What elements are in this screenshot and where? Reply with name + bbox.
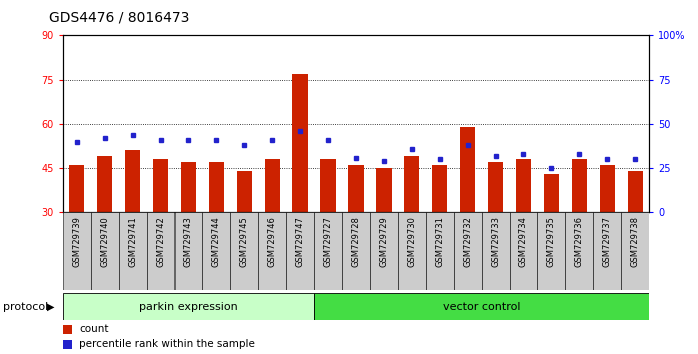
Bar [209,162,224,212]
Text: GSM729744: GSM729744 [212,216,221,267]
Bar [426,212,454,290]
Bar [202,212,230,290]
Text: GSM729738: GSM729738 [631,216,639,267]
Text: GSM729736: GSM729736 [575,216,584,267]
Text: GSM729737: GSM729737 [603,216,611,267]
Text: GSM729746: GSM729746 [268,216,276,267]
Text: GSM729727: GSM729727 [324,216,332,267]
Bar [181,162,196,212]
Bar [516,159,531,212]
Text: percentile rank within the sample: percentile rank within the sample [79,339,255,349]
Bar [237,171,252,212]
Bar [63,325,72,334]
Text: GSM729739: GSM729739 [73,216,81,267]
Bar [628,171,643,212]
Text: GSM729735: GSM729735 [547,216,556,267]
Text: GSM729732: GSM729732 [463,216,472,267]
Bar [69,165,84,212]
Bar [537,212,565,290]
Bar [119,212,147,290]
Bar [460,127,475,212]
Text: ▶: ▶ [47,302,54,312]
Text: GSM729740: GSM729740 [101,216,109,267]
Text: GSM729747: GSM729747 [296,216,304,267]
Bar [258,212,286,290]
Bar [265,159,280,212]
Bar [174,212,202,290]
Bar [600,165,615,212]
Bar [63,340,72,349]
Bar [230,212,258,290]
Bar [153,159,168,212]
Bar [510,212,537,290]
Bar [432,165,447,212]
Bar [320,159,336,212]
Bar [370,212,398,290]
Bar [488,162,503,212]
Text: GSM729734: GSM729734 [519,216,528,267]
Text: GSM729742: GSM729742 [156,216,165,267]
Text: GSM729741: GSM729741 [128,216,137,267]
Bar [621,212,649,290]
Text: GSM729728: GSM729728 [352,216,360,267]
Bar [398,212,426,290]
Bar [125,150,140,212]
Bar [63,212,91,290]
Bar [454,212,482,290]
Bar [286,212,314,290]
Bar [292,74,308,212]
Text: GSM729745: GSM729745 [240,216,248,267]
Bar [348,165,364,212]
Bar [482,212,510,290]
Bar [593,212,621,290]
Bar [342,212,370,290]
Text: GDS4476 / 8016473: GDS4476 / 8016473 [49,11,189,25]
Bar [544,174,559,212]
Bar [572,159,587,212]
Bar [565,212,593,290]
Bar [63,293,314,320]
Bar [404,156,419,212]
Text: GSM729730: GSM729730 [408,216,416,267]
Bar [97,156,112,212]
Text: GSM729733: GSM729733 [491,216,500,267]
Text: GSM729743: GSM729743 [184,216,193,267]
Bar [314,212,342,290]
Text: count: count [79,324,108,335]
Bar [147,212,174,290]
Bar [376,168,392,212]
Text: GSM729731: GSM729731 [436,216,444,267]
Text: GSM729729: GSM729729 [380,216,388,267]
Bar [314,293,649,320]
Text: protocol: protocol [3,302,49,312]
Text: vector control: vector control [443,302,521,312]
Bar [91,212,119,290]
Text: parkin expression: parkin expression [139,302,238,312]
